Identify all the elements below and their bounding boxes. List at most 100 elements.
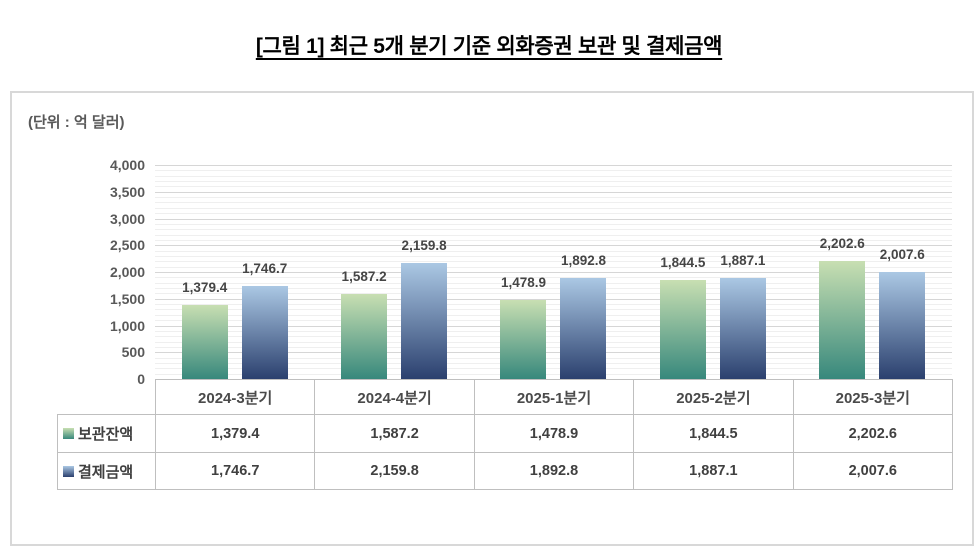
major-gridline <box>155 191 952 193</box>
minor-gridline <box>155 229 952 231</box>
category-header-2025-3분기: 2025-3분기 <box>792 379 954 415</box>
y-tick-label: 3,000 <box>109 210 145 227</box>
table-value-settlement-amount-2025-1분기: 1,892.8 <box>473 452 635 490</box>
minor-gridline <box>155 186 952 188</box>
minor-gridline <box>155 336 952 338</box>
legend-swatch-icon <box>63 465 74 477</box>
bar-value-label: 2,007.6 <box>879 246 925 262</box>
y-tick-label: 0 <box>137 371 145 387</box>
category-header-2025-1분기: 2025-1분기 <box>473 379 635 415</box>
chart-title: [그림 1] 최근 5개 분기 기준 외화증권 보관 및 결제금액 <box>255 35 723 58</box>
bar-storage-balance-2025-3분기 <box>819 261 866 379</box>
minor-gridline <box>155 207 952 209</box>
barwrap-storage-balance: 2,202.6 <box>819 236 866 379</box>
y-tick-label: 3,500 <box>109 183 145 200</box>
plot-area: 1,379.4 1,746.7 1,587.2 2,159.8 1,478.9 1,892… <box>155 165 952 379</box>
chart-panel: (단위 : 억 달러) 0 500 1,000 1,500 2,000 2,500 3,00… <box>10 91 974 546</box>
barwrap-settlement-amount: 1,887.1 <box>719 253 766 379</box>
bar-storage-balance-2025-1분기 <box>500 299 547 379</box>
bar-storage-balance-2024-3분기 <box>181 305 228 379</box>
table-value-storage-balance-2025-1분기: 1,478.9 <box>473 414 635 453</box>
minor-gridline <box>155 223 952 225</box>
minor-gridline <box>155 170 952 172</box>
bar-value-label: 2,202.6 <box>819 236 865 252</box>
bar-group-2025-2분기: 1,844.5 1,887.1 <box>633 165 792 379</box>
y-tick-label: 2,000 <box>109 264 145 280</box>
barwrap-settlement-amount: 2,159.8 <box>401 238 448 379</box>
minor-gridline <box>155 261 952 263</box>
table-corner-blank <box>58 380 156 415</box>
bar-group-2025-3분기: 2,202.6 2,007.6 <box>793 165 952 379</box>
major-gridline <box>155 325 952 327</box>
category-header-2024-4분기: 2024-4분기 <box>314 379 475 415</box>
barwrap-storage-balance: 1,379.4 <box>181 280 228 379</box>
bar-settlement-amount-2024-3분기 <box>241 285 288 379</box>
major-gridline <box>155 352 952 354</box>
bar-value-label: 1,478.9 <box>500 274 547 290</box>
legend-swatch-icon <box>63 428 74 439</box>
bar-group-2025-1분기: 1,478.9 1,892.8 <box>474 165 633 379</box>
barwrap-settlement-amount: 1,746.7 <box>241 261 288 379</box>
minor-gridline <box>155 181 952 183</box>
bar-value-label: 1,844.5 <box>660 255 706 271</box>
y-tick-label: 1,500 <box>109 290 145 307</box>
minor-gridline <box>155 197 952 199</box>
bar-group-2024-4분기: 1,587.2 2,159.8 <box>314 165 473 379</box>
bar-value-label: 2,159.8 <box>401 238 447 254</box>
bar-settlement-amount-2024-4분기 <box>401 263 448 379</box>
minor-gridline <box>155 314 952 316</box>
minor-gridline <box>155 373 952 375</box>
y-tick-label: 500 <box>121 344 145 361</box>
legend-label: 보관잔액 <box>78 426 134 443</box>
minor-gridline <box>155 368 952 370</box>
y-tick-label: 2,500 <box>109 237 145 254</box>
minor-gridline <box>155 346 952 348</box>
table-value-storage-balance-2025-3분기: 2,202.6 <box>792 414 954 453</box>
minor-gridline <box>155 250 952 252</box>
minor-gridline <box>155 213 952 215</box>
minor-gridline <box>155 309 952 311</box>
unit-label: (단위 : 억 달러) <box>28 114 125 131</box>
minor-gridline <box>155 304 952 306</box>
minor-gridline <box>155 277 952 279</box>
barwrap-storage-balance: 1,844.5 <box>659 255 706 379</box>
major-gridline <box>155 272 952 273</box>
table-value-settlement-amount-2025-2분기: 1,887.1 <box>633 452 794 490</box>
legend-cell-settlement-amount: 결제금액 <box>57 452 156 490</box>
minor-gridline <box>155 282 952 284</box>
minor-gridline <box>155 175 952 177</box>
minor-gridline <box>155 293 952 295</box>
bar-settlement-amount-2025-3분기 <box>879 271 926 379</box>
table-value-storage-balance-2024-4분기: 1,587.2 <box>314 414 475 453</box>
minor-gridline <box>155 357 952 359</box>
category-header-2024-3분기: 2024-3분기 <box>154 379 316 415</box>
minor-gridline <box>155 320 952 322</box>
table-row-storage-balance: 보관잔액 1,379.4 1,587.2 1,478.9 1,844.5 2,202.6 <box>57 414 954 453</box>
table-value-settlement-amount-2025-3분기: 2,007.6 <box>792 452 954 490</box>
minor-gridline <box>155 288 952 290</box>
major-gridline <box>155 165 952 166</box>
barwrap-settlement-amount: 1,892.8 <box>560 253 607 379</box>
y-tick-label: 4,000 <box>109 157 145 173</box>
bar-storage-balance-2025-2분기 <box>659 280 706 379</box>
category-header-2025-2분기: 2025-2분기 <box>633 379 794 415</box>
y-tick-label: 1,000 <box>109 317 145 334</box>
table-value-storage-balance-2024-3분기: 1,379.4 <box>154 414 316 453</box>
bar-settlement-amount-2025-2분기 <box>719 278 766 379</box>
major-gridline <box>155 245 952 247</box>
bar-value-label: 1,892.8 <box>560 252 607 268</box>
barwrap-storage-balance: 1,587.2 <box>341 269 388 379</box>
table-row-settlement-amount: 결제금액 1,746.7 2,159.8 1,892.8 1,887.1 2,007.6 <box>57 452 954 490</box>
minor-gridline <box>155 362 952 364</box>
barwrap-settlement-amount: 2,007.6 <box>879 247 926 379</box>
bar-value-label: 1,887.1 <box>720 253 766 269</box>
bar-value-label: 1,746.7 <box>242 260 288 276</box>
minor-gridline <box>155 341 952 343</box>
bar-settlement-amount-2025-1분기 <box>560 277 607 379</box>
major-gridline <box>155 218 952 220</box>
minor-gridline <box>155 255 952 257</box>
minor-gridline <box>155 266 952 268</box>
table-value-settlement-amount-2024-3분기: 1,746.7 <box>154 452 316 490</box>
data-table: 2024-3분기 2024-4분기 2025-1분기 2025-2분기 2025-3분기… <box>57 379 954 490</box>
